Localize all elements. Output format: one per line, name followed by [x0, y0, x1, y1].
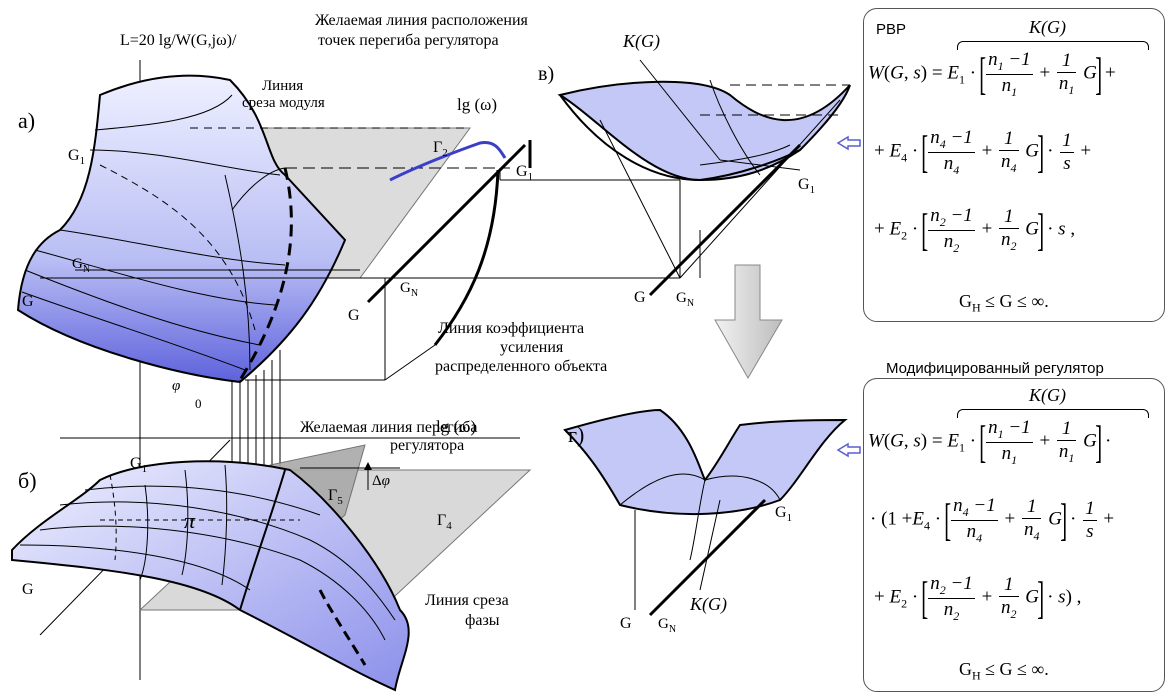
phase-cut-label-1: Линия среза [425, 592, 509, 609]
down-arrow [714, 264, 783, 379]
desired-line-label-2: точек перегиба регулятора [318, 32, 499, 49]
phi-label: φ [172, 378, 180, 394]
zero-label: 0 [195, 396, 202, 411]
g1-label-b: G1 [130, 455, 147, 475]
gn-label-v: GN [676, 290, 694, 309]
gn-label-a2: GN [400, 280, 418, 299]
panel-g-surface [563, 408, 848, 516]
g-label-a: G [22, 293, 34, 310]
gain-line-label-3: распределенного объекта [435, 358, 607, 375]
box1-condition: GH ≤ G ≤ ∞. [959, 291, 1049, 315]
gamma2-label: Г2 [433, 139, 448, 159]
cutoff-mod-label-1: Линия [262, 78, 303, 94]
box1-title: РВР [876, 21, 907, 38]
gamma5-label: Г5 [328, 487, 343, 507]
panel-a-label: а) [18, 108, 35, 133]
desired-inflect-label-2: регулятора [390, 437, 464, 454]
g-label-g: G [620, 615, 632, 632]
box1-line1: W(G, s) = E1 · [n1 −1 n1 + 1 n1 G] + [868, 48, 1116, 100]
left-arrow-bottom [836, 442, 861, 458]
panel-g-group [563, 408, 848, 617]
delta-phi-label: Δφ [372, 473, 390, 489]
formula-box-modified: K(G) W(G, s) = E1 · [n1 −1 n1 + 1 n1 G] · … [863, 378, 1165, 692]
phase-cut-label-2: фазы [465, 612, 500, 629]
gamma2-curve [389, 140, 507, 182]
box2-line1: W(G, s) = E1 · [n1 −1 n1 + 1 n1 G] · [868, 416, 1112, 468]
panel-v-surface [557, 80, 851, 182]
box1-brace-label: K(G) [1029, 17, 1066, 37]
formula-box-rvr: РВР K(G) W(G, s) = E1 · [n1 −1 n1 + 1 n1 G… [863, 8, 1165, 322]
lg-omega-bottom: lg (ω) [436, 417, 476, 436]
box1-line3: + E2 · [n2 −1 n2 + 1 n2 G] · s , [874, 204, 1076, 256]
box2-title: Модифицированный регулятор [886, 360, 1104, 377]
box2-condition: GH ≤ G ≤ ∞. [959, 659, 1049, 683]
panel-b-surface [11, 460, 410, 692]
kg-label-v: K(G) [622, 31, 660, 52]
box1-overbrace [957, 41, 1149, 50]
cutoff-mod-label-2: среза модуля [242, 95, 325, 111]
gn-label-a: GN [72, 256, 90, 275]
gain-line-label-1: Линия коэффициента [438, 320, 584, 337]
panel-g-label: г) [568, 422, 584, 447]
g-label-a2: G [348, 307, 360, 324]
box2-overbrace [957, 409, 1149, 418]
g1-label-v: G1 [798, 176, 815, 196]
panel-b-group [11, 437, 532, 692]
box2-line3: + E2 · [n2 −1 n2 + 1 n2 G] · s) , [874, 572, 1082, 624]
panel-a-group [16, 60, 681, 680]
panel-b-label: б) [18, 468, 37, 493]
pi-label: π [184, 508, 196, 533]
panel-v-group [557, 59, 851, 297]
kg-label-g: K(G) [689, 594, 727, 615]
gain-line-label-2: усиления [500, 339, 564, 356]
g-label-b: G [22, 581, 34, 598]
g1-label-a2: G1 [516, 163, 533, 183]
left-arrow-top [836, 135, 861, 151]
panel-v-label: в) [538, 63, 554, 85]
g1-label-g: G1 [775, 504, 792, 524]
lg-omega-top: lg (ω) [457, 95, 497, 114]
gamma4-label: Г4 [437, 512, 452, 532]
g1-label-a: G1 [68, 147, 85, 167]
panel-a-surface [16, 74, 347, 384]
desired-inflect-label-1: Желаемая линия перегиба [300, 419, 477, 436]
desired-line-label-1: Желаемая линия расположения [315, 12, 529, 29]
box2-brace-label: K(G) [1029, 385, 1066, 405]
g-label-v: G [634, 289, 646, 306]
gn-label-g: GN [658, 616, 676, 635]
L-axis-label: L=20 lg/W(G,jω)/ [120, 32, 237, 49]
